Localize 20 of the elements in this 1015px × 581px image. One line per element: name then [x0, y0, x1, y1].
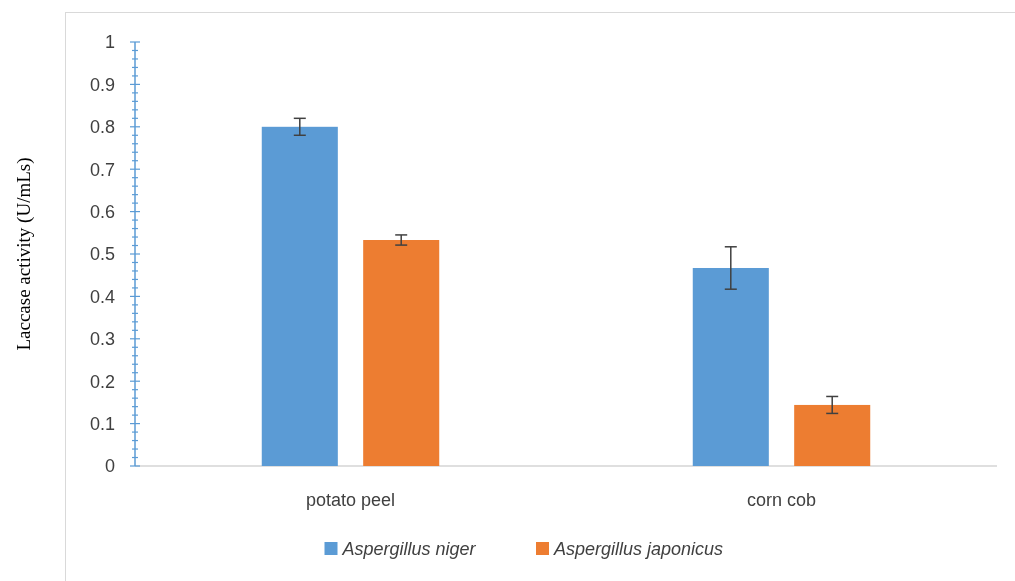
bar — [261, 126, 338, 466]
y-tick-label: 0.9 — [89, 74, 115, 95]
y-tick-label: 0.5 — [89, 244, 115, 265]
legend-label: Aspergillus niger — [341, 539, 477, 560]
y-tick-label: 0.4 — [89, 286, 115, 307]
x-tick-label: potato peel — [305, 490, 396, 510]
y-tick-label: 0.3 — [89, 329, 115, 350]
bar — [363, 240, 440, 466]
y-tick-label: 0.6 — [89, 201, 115, 222]
y-tick-label: 0 — [104, 456, 115, 477]
y-tick-label: 0.8 — [89, 117, 115, 138]
x-tick-label: corn cob — [746, 490, 817, 510]
bar — [692, 267, 769, 466]
legend-label: Aspergillus japonicus — [553, 539, 724, 560]
y-tick-label: 0.2 — [89, 371, 115, 392]
y-tick-label: 0.1 — [89, 413, 115, 434]
y-tick-label: 1 — [104, 32, 115, 53]
bar — [794, 404, 871, 466]
y-tick-label: 0.7 — [89, 159, 115, 180]
y-axis-title: Laccase activity (U/mLs) — [13, 157, 35, 351]
